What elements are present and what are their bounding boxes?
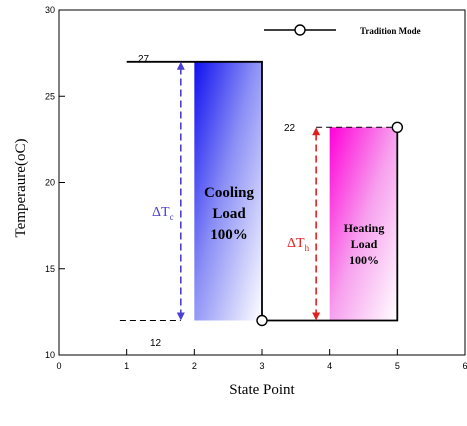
y-tick-label: 30 bbox=[45, 5, 55, 15]
x-tick-label: 5 bbox=[395, 361, 400, 371]
heating-load-region bbox=[329, 127, 398, 321]
x-tick-label: 3 bbox=[259, 361, 264, 371]
y-tick-label: 10 bbox=[45, 350, 55, 360]
y-tick-label: 25 bbox=[45, 91, 55, 101]
label-27: 27 bbox=[138, 54, 150, 65]
x-tick-label: 2 bbox=[192, 361, 197, 371]
y-tick-label: 20 bbox=[45, 178, 55, 188]
x-tick-label: 6 bbox=[462, 361, 467, 371]
x-axis-title: State Point bbox=[229, 382, 295, 398]
cooling-delta-label: ΔTc bbox=[152, 205, 174, 222]
y-tick-label: 15 bbox=[45, 264, 55, 274]
cooling-load-region bbox=[194, 61, 262, 321]
x-tick-label: 0 bbox=[56, 361, 61, 371]
y-axis-title: Temperaure(oC) bbox=[13, 139, 29, 238]
label-12: 12 bbox=[150, 338, 162, 349]
x-tick-label: 1 bbox=[124, 361, 129, 371]
data-point-marker bbox=[256, 314, 268, 327]
legend-marker bbox=[294, 24, 306, 36]
label-22: 22 bbox=[284, 123, 296, 134]
heating-load-line3: 100% bbox=[349, 253, 379, 267]
heating-load-line2: Load bbox=[351, 237, 378, 251]
legend: Tradition Mode bbox=[264, 24, 421, 36]
cooling-load-line1: Cooling bbox=[204, 185, 255, 201]
legend-label: Tradition Mode bbox=[360, 26, 421, 36]
x-tick-label: 4 bbox=[327, 361, 332, 371]
cooling-load-line2: Load bbox=[212, 206, 246, 222]
heating-load-line1: Heating bbox=[344, 221, 385, 235]
cooling-load-line3: 100% bbox=[210, 227, 248, 243]
heating-delta-label: ΔTh bbox=[287, 236, 310, 253]
data-point-marker bbox=[391, 121, 404, 134]
